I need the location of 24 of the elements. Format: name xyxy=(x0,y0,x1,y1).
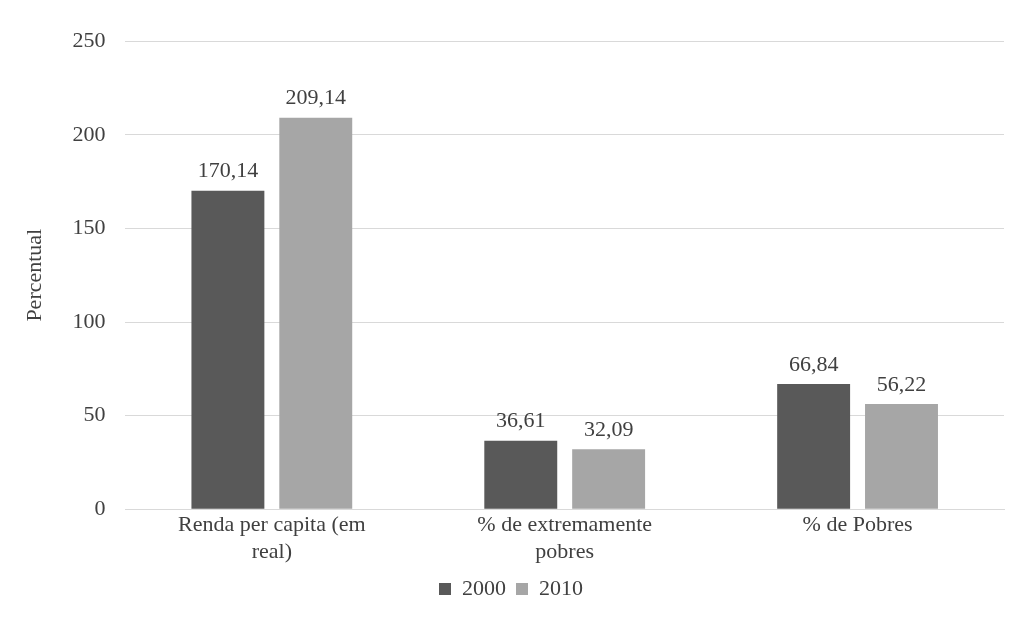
bar xyxy=(191,190,265,509)
y-tick-label: 200 xyxy=(72,120,106,146)
y-tick-label: 250 xyxy=(72,26,106,52)
data-label: 32,09 xyxy=(583,415,634,441)
y-tick-label: 150 xyxy=(72,214,106,240)
bar xyxy=(279,117,353,509)
bar xyxy=(865,403,938,509)
data-label: 209,14 xyxy=(285,84,347,110)
y-tick-label: 0 xyxy=(94,494,106,520)
bar xyxy=(484,440,558,509)
data-label: 36,61 xyxy=(496,407,546,433)
legend-label: 2000 xyxy=(462,574,506,600)
bar xyxy=(777,384,851,509)
x-tick-label: % de extremamente pobres xyxy=(477,511,653,563)
x-tick-label: Renda per capita (em real) xyxy=(178,511,366,563)
x-tick-label: % de Pobres xyxy=(802,511,913,537)
y-tick-label: 50 xyxy=(83,401,106,427)
data-label: 56,22 xyxy=(876,370,927,396)
bar xyxy=(572,449,646,509)
data-label: 170,14 xyxy=(197,157,259,183)
y-axis-title: Percentual xyxy=(20,228,46,322)
legend-label: 2010 xyxy=(539,574,583,600)
y-tick-label: 100 xyxy=(72,307,106,333)
data-label: 66,84 xyxy=(788,350,839,376)
